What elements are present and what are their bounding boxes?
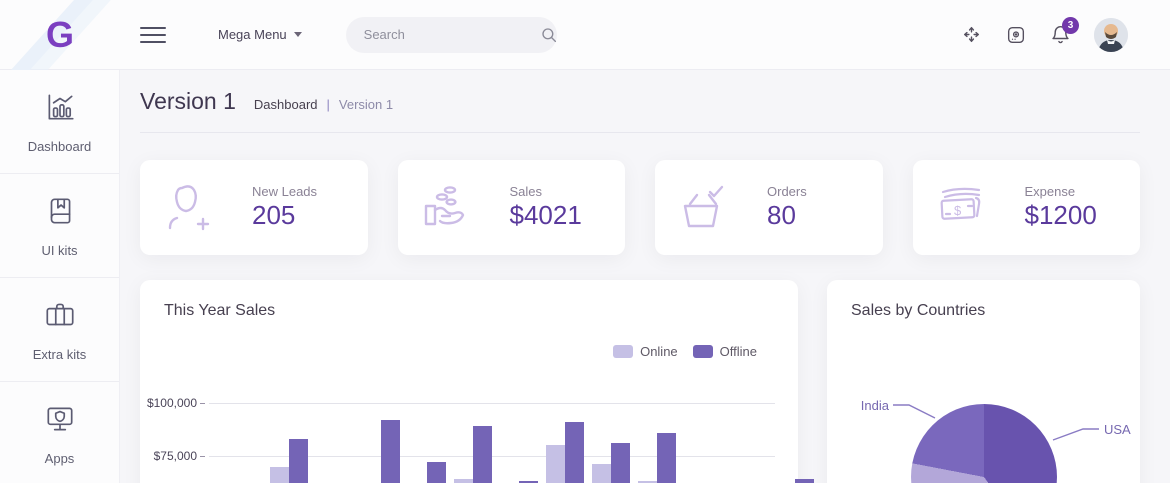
- user-avatar[interactable]: [1094, 17, 1128, 52]
- sidebar-item-dashboard[interactable]: Dashboard: [0, 70, 119, 174]
- topbar: G Mega Menu: [0, 0, 1170, 70]
- chart-legend[interactable]: Online Offline: [613, 344, 757, 359]
- y-axis-tick-label: $75,000: [153, 449, 197, 463]
- person-add-icon: [162, 180, 214, 236]
- page-head: Version 1 Dashboard | Version 1: [140, 88, 1140, 115]
- sidebar-item-apps[interactable]: Apps: [0, 382, 119, 483]
- this-year-sales-card: This Year Sales Online Offline $100,000 $7…: [140, 280, 814, 483]
- stat-text: New Leads 205: [252, 184, 317, 231]
- pie-chart[interactable]: [911, 404, 1057, 483]
- search-input[interactable]: [363, 27, 540, 42]
- breadcrumb-separator: |: [326, 97, 330, 112]
- main-content: Version 1 Dashboard | Version 1: [120, 70, 1170, 483]
- monitor-shield-icon: [43, 402, 77, 441]
- stat-card-expense[interactable]: $ Expense $1200: [912, 160, 1140, 255]
- mega-menu-dropdown[interactable]: Mega Menu: [218, 27, 302, 42]
- fullscreen-icon[interactable]: [961, 24, 982, 45]
- svg-text:$: $: [954, 203, 962, 218]
- stats-row: New Leads 205: [140, 160, 1140, 255]
- briefcase-icon: [42, 298, 78, 337]
- bar-online-jan[interactable]: [270, 466, 289, 483]
- pie-label-usa: USA: [1104, 422, 1131, 437]
- stat-text: Sales $4021: [510, 184, 582, 231]
- head-divider: [140, 132, 1140, 133]
- bar-offline-apr[interactable]: [427, 462, 446, 483]
- breadcrumb-parent[interactable]: Dashboard: [253, 97, 318, 112]
- hand-coins-icon: [420, 180, 472, 236]
- money-bills-icon: $: [935, 180, 987, 236]
- mega-menu-label: Mega Menu: [218, 27, 287, 42]
- sidebar-item-extra-kits[interactable]: Extra kits: [0, 278, 119, 382]
- breadcrumb-current: Version 1: [338, 97, 394, 112]
- legend-label: Offline: [719, 344, 757, 359]
- stat-label: Expense: [1024, 184, 1076, 200]
- legend-label: Online: [640, 344, 678, 359]
- charts-row: This Year Sales Online Offline $100,000 $7…: [140, 280, 1140, 483]
- basket-check-icon: [677, 180, 729, 236]
- stat-label: New Leads: [252, 184, 318, 200]
- gridline: $100,000: [140, 396, 775, 410]
- stat-text: Orders 80: [767, 184, 807, 231]
- bar-offline-may[interactable]: [473, 426, 492, 483]
- stat-value: 80: [767, 200, 796, 231]
- stat-card-sales[interactable]: Sales $4021: [397, 160, 625, 255]
- bar-offline-aug[interactable]: [611, 443, 630, 483]
- chart-title: This Year Sales: [164, 302, 276, 319]
- breadcrumb: Dashboard | Version 1: [254, 97, 393, 112]
- sidebar-item-label: Dashboard: [27, 138, 92, 154]
- legend-swatch: [692, 345, 713, 358]
- chart-title: Sales by Countries: [851, 302, 986, 319]
- legend-swatch: [613, 345, 634, 358]
- stat-card-new-leads[interactable]: New Leads 205: [140, 160, 368, 255]
- menu-toggle-icon[interactable]: [140, 22, 166, 48]
- sidebar-item-label: Extra kits: [32, 346, 87, 362]
- apps-widget-icon[interactable]: [1005, 24, 1027, 46]
- legend-item-offline[interactable]: Offline: [692, 344, 757, 359]
- y-axis-tick-label: $100,000: [146, 396, 197, 410]
- bar-offline-dec[interactable]: [795, 479, 814, 483]
- gridline: $75,000: [140, 449, 775, 463]
- stat-value: $1200: [1024, 200, 1097, 231]
- bar-online-jul[interactable]: [546, 445, 565, 483]
- stat-label: Orders: [767, 184, 807, 200]
- logo-letter: G: [45, 13, 74, 55]
- layout: Dashboard UI kits: [0, 70, 1170, 483]
- chevron-down-icon: [293, 32, 302, 37]
- search-icon[interactable]: [540, 26, 558, 44]
- page-title: Version 1: [140, 88, 236, 114]
- chart-icon: [43, 90, 77, 129]
- search-box: [345, 16, 558, 53]
- sidebar-item-label: UI kits: [41, 242, 78, 258]
- pie-label-india: India: [860, 398, 889, 413]
- stat-value: $4021: [509, 200, 582, 231]
- topbar-main: Mega Menu: [120, 0, 1170, 70]
- sidebar-item-label: Apps: [44, 451, 75, 466]
- brand-logo[interactable]: G: [0, 0, 120, 70]
- bar-online-may[interactable]: [454, 479, 473, 483]
- stat-value: 205: [252, 200, 296, 231]
- bar-offline-jun[interactable]: [519, 481, 538, 483]
- notifications-bell-icon[interactable]: 3: [1050, 16, 1079, 46]
- bar-online-sep[interactable]: [638, 481, 657, 483]
- stat-text: Expense $1200: [1025, 184, 1097, 231]
- book-icon: [43, 194, 77, 233]
- bar-offline-jan[interactable]: [289, 439, 308, 483]
- bar-online-aug[interactable]: [592, 464, 611, 483]
- stat-label: Sales: [509, 184, 543, 200]
- sidebar-item-ui-kits[interactable]: UI kits: [0, 174, 119, 278]
- stat-card-orders[interactable]: Orders 80: [655, 160, 883, 255]
- sales-by-countries-card: Sales by Countries India USA: [827, 280, 1140, 483]
- notification-count-badge: 3: [1062, 16, 1079, 34]
- bar-offline-mar[interactable]: [381, 419, 400, 483]
- bar-offline-sep[interactable]: [657, 432, 676, 483]
- bar-plot: $100,000 $75,000: [140, 280, 814, 483]
- sidebar: Dashboard UI kits: [0, 70, 120, 483]
- topbar-actions: 3: [961, 16, 1128, 52]
- bar-offline-jul[interactable]: [565, 422, 584, 483]
- legend-item-online[interactable]: Online: [613, 344, 678, 359]
